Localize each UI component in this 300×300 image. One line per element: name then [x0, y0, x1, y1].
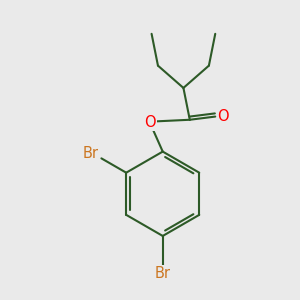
- Text: Br: Br: [83, 146, 99, 161]
- Text: O: O: [144, 116, 156, 130]
- Text: O: O: [218, 109, 229, 124]
- Text: Br: Br: [155, 266, 171, 281]
